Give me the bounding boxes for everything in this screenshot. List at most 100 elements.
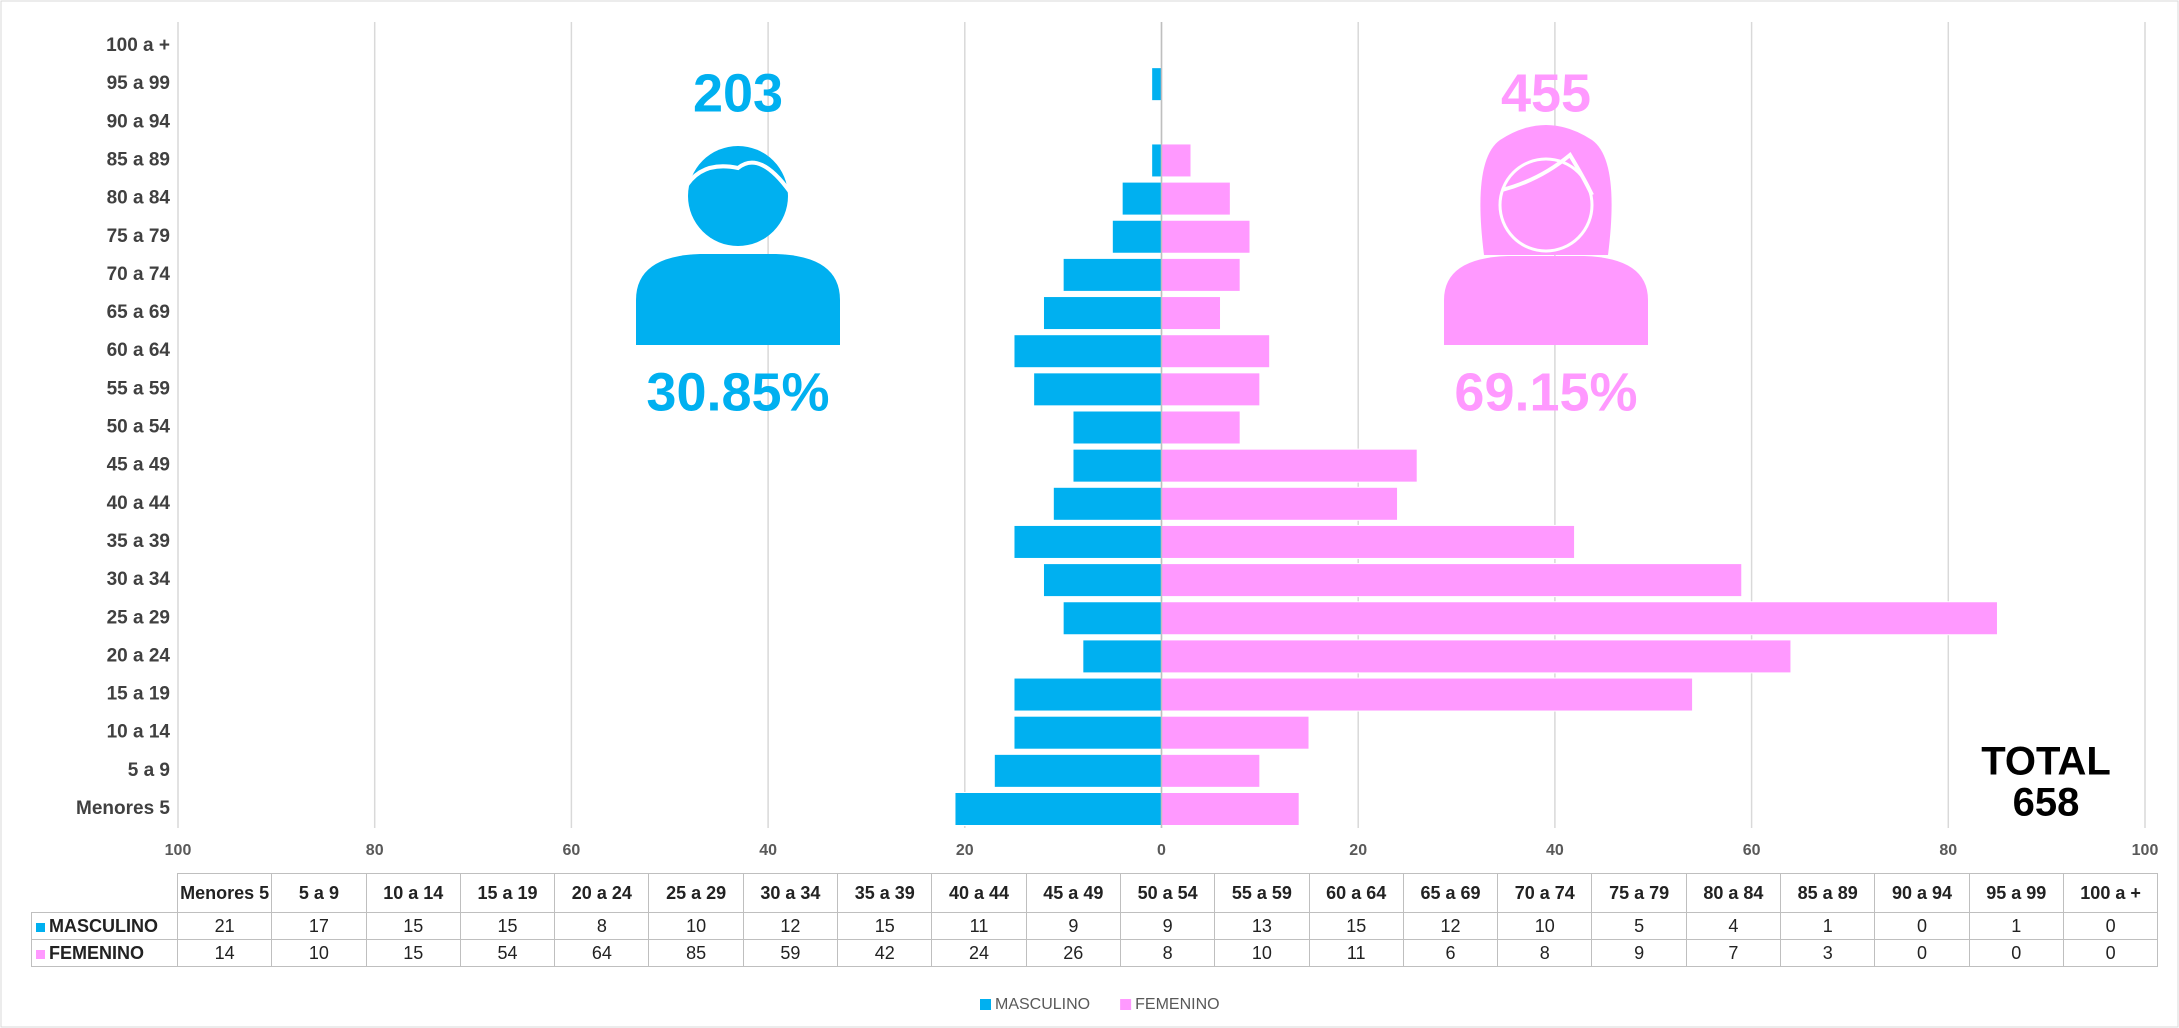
female-bar bbox=[1161, 296, 1222, 331]
x-tick-label: 20 bbox=[1349, 842, 1367, 859]
female-bar bbox=[1161, 257, 1241, 292]
header-cell: 15 a 19 bbox=[459, 873, 556, 913]
header-cell: 50 a 54 bbox=[1119, 873, 1216, 913]
table-cell: 7 bbox=[1685, 939, 1782, 967]
female-bar bbox=[1161, 410, 1241, 445]
female-bar bbox=[1161, 372, 1261, 407]
male-bar bbox=[1033, 372, 1163, 407]
table-cell: 12 bbox=[742, 912, 839, 940]
table-cell: 13 bbox=[1214, 912, 1310, 940]
y-tick-label: 35 a 39 bbox=[107, 531, 170, 552]
row-label: MASCULINO bbox=[31, 912, 178, 940]
legend-key bbox=[36, 922, 45, 932]
x-tick-label: 80 bbox=[366, 842, 384, 859]
legend-key bbox=[36, 949, 45, 959]
header-cell: 100 a + bbox=[2062, 873, 2159, 913]
table-cell: 24 bbox=[931, 939, 1027, 967]
total-value: 658 bbox=[2013, 781, 2080, 825]
female-bar bbox=[1161, 334, 1271, 369]
female-bar bbox=[1161, 792, 1300, 826]
header-cell: 75 a 79 bbox=[1591, 873, 1687, 913]
male-bar bbox=[1013, 677, 1162, 712]
table-cell: 0 bbox=[1874, 912, 1970, 940]
female-bar bbox=[1161, 181, 1231, 216]
male-bar bbox=[1052, 486, 1162, 521]
total-label: TOTAL bbox=[1981, 740, 2111, 784]
y-tick-label: 20 a 24 bbox=[107, 645, 171, 666]
table-cell: 3 bbox=[1780, 939, 1876, 967]
header-cell: 95 a 99 bbox=[1968, 873, 2064, 913]
male-icon bbox=[636, 146, 840, 345]
female-bar bbox=[1161, 601, 1998, 636]
y-tick-label: 30 a 34 bbox=[107, 569, 171, 590]
x-tick-label: 100 bbox=[2132, 842, 2159, 859]
y-tick-label: 5 a 9 bbox=[128, 760, 170, 781]
y-tick-label: 70 a 74 bbox=[107, 264, 171, 285]
legend-label: MASCULINO bbox=[995, 996, 1090, 1013]
table-cell: 26 bbox=[1025, 939, 1121, 967]
x-tick-label: 60 bbox=[1743, 842, 1761, 859]
header-cell: 40 a 44 bbox=[931, 873, 1027, 913]
y-tick-label: 15 a 19 bbox=[107, 684, 170, 705]
y-tick-label: 55 a 59 bbox=[107, 378, 170, 399]
header-cell: 35 a 39 bbox=[837, 873, 933, 913]
y-tick-label: 85 a 89 bbox=[107, 149, 170, 170]
table-cell: 64 bbox=[554, 939, 650, 967]
y-tick-label: 100 a + bbox=[106, 35, 170, 56]
x-tick-label: 80 bbox=[1939, 842, 1957, 859]
female-bar bbox=[1161, 219, 1251, 254]
table-cell: 0 bbox=[2062, 939, 2159, 967]
corner-cell bbox=[32, 874, 178, 913]
x-tick-label: 20 bbox=[956, 842, 974, 859]
male-bar bbox=[1151, 143, 1163, 178]
table-cell: 15 bbox=[365, 939, 461, 967]
y-tick-label: 25 a 29 bbox=[107, 607, 170, 628]
table-cell: 85 bbox=[648, 939, 744, 967]
male-bar bbox=[1062, 601, 1163, 636]
legend-label: FEMENINO bbox=[1135, 996, 1219, 1013]
table-cell: 42 bbox=[837, 939, 933, 967]
table-cell: 59 bbox=[742, 939, 839, 967]
legend-swatch bbox=[1120, 999, 1132, 1010]
female-bar bbox=[1161, 715, 1310, 750]
header-cell: 65 a 69 bbox=[1402, 873, 1499, 913]
y-tick-label: 60 a 64 bbox=[107, 340, 171, 361]
male-bar bbox=[1151, 67, 1163, 102]
table-cell: 4 bbox=[1685, 912, 1782, 940]
table-cell: 9 bbox=[1025, 912, 1121, 940]
table-cell: 6 bbox=[1402, 939, 1499, 967]
table-cell: 11 bbox=[1308, 939, 1404, 967]
male-bar bbox=[1121, 181, 1163, 216]
row-name: MASCULINO bbox=[49, 915, 158, 936]
header-cell: 70 a 74 bbox=[1497, 873, 1593, 913]
table-cell: 21 bbox=[176, 912, 273, 940]
table-cell: 5 bbox=[1591, 912, 1687, 940]
table-cell: 11 bbox=[931, 912, 1027, 940]
y-tick-label: 75 a 79 bbox=[107, 226, 170, 247]
header-cell: Menores 5 bbox=[176, 873, 273, 913]
male-bar bbox=[1042, 563, 1162, 598]
header-cell: 60 a 64 bbox=[1308, 873, 1404, 913]
male-bar bbox=[1013, 524, 1162, 559]
table-cell: 0 bbox=[2062, 912, 2159, 940]
table-cell: 10 bbox=[1497, 912, 1593, 940]
table-cell: 0 bbox=[1874, 939, 1970, 967]
table-cell: 15 bbox=[1308, 912, 1404, 940]
table-cell: 17 bbox=[271, 912, 367, 940]
table-cell: 10 bbox=[1214, 939, 1310, 967]
header-cell: 90 a 94 bbox=[1874, 873, 1970, 913]
table-cell: 54 bbox=[459, 939, 556, 967]
female-bar bbox=[1161, 448, 1418, 483]
male-bar bbox=[1062, 257, 1163, 292]
row-name: FEMENINO bbox=[49, 942, 145, 963]
table-cell: 15 bbox=[459, 912, 556, 940]
y-tick-label: 65 a 69 bbox=[107, 302, 170, 323]
x-tick-label: 40 bbox=[1546, 842, 1564, 859]
table-cell: 10 bbox=[271, 939, 367, 967]
table-cell: 9 bbox=[1119, 912, 1216, 940]
y-tick-label: 95 a 99 bbox=[107, 73, 170, 94]
